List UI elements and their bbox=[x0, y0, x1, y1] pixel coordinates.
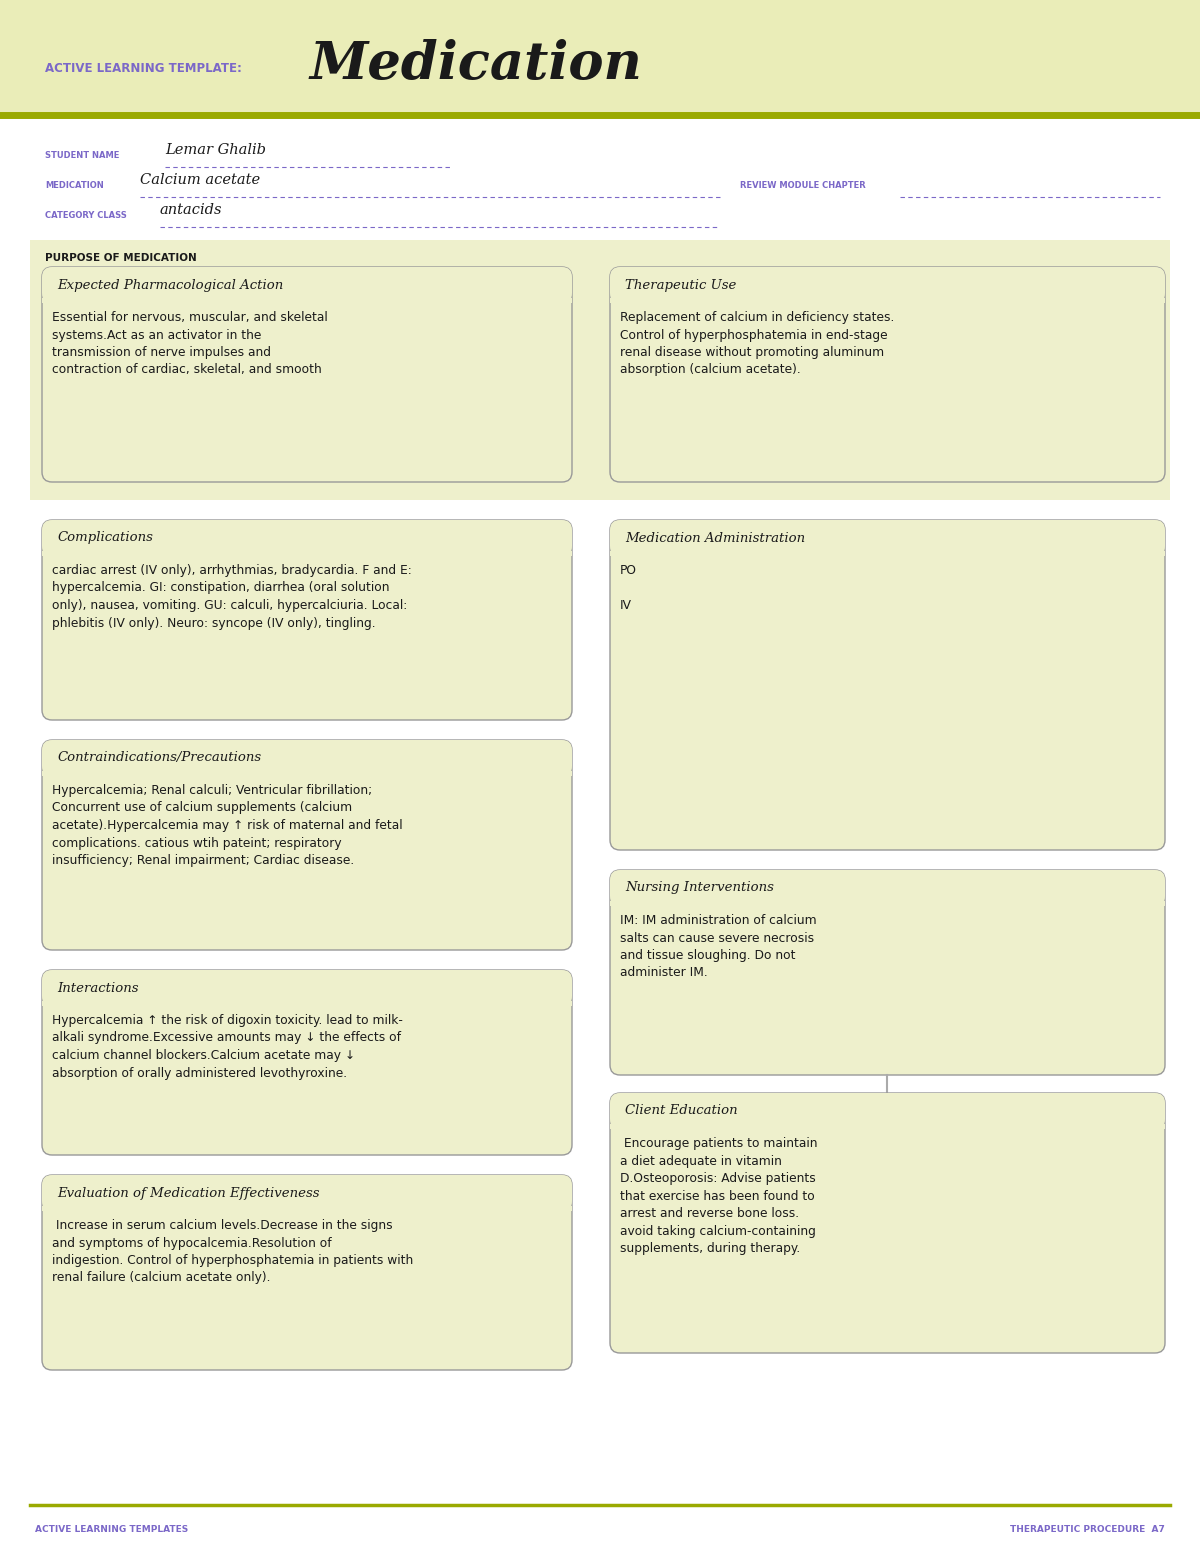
Bar bbox=[42, 770, 572, 776]
Text: REVIEW MODULE CHAPTER: REVIEW MODULE CHAPTER bbox=[740, 180, 865, 189]
Text: Evaluation of Medication Effectiveness: Evaluation of Medication Effectiveness bbox=[58, 1186, 319, 1199]
Bar bbox=[610, 1124, 1165, 1129]
Text: Encourage patients to maintain
a diet adequate in vitamin
D.Osteoporosis: Advise: Encourage patients to maintain a diet ad… bbox=[620, 1137, 817, 1255]
FancyBboxPatch shape bbox=[610, 1093, 1165, 1353]
Text: Complications: Complications bbox=[58, 531, 152, 545]
Text: Calcium acetate: Calcium acetate bbox=[140, 172, 260, 186]
FancyBboxPatch shape bbox=[42, 520, 572, 556]
Text: ACTIVE LEARNING TEMPLATE:: ACTIVE LEARNING TEMPLATE: bbox=[46, 62, 242, 75]
Text: IM: IM administration of calcium
salts can cause severe necrosis
and tissue slou: IM: IM administration of calcium salts c… bbox=[620, 915, 817, 980]
Bar bbox=[610, 551, 1165, 556]
Bar bbox=[30, 241, 1170, 500]
Bar bbox=[610, 298, 1165, 303]
FancyBboxPatch shape bbox=[42, 1176, 572, 1370]
Bar bbox=[42, 1002, 572, 1006]
FancyBboxPatch shape bbox=[610, 870, 1165, 1075]
Text: PO

IV: PO IV bbox=[620, 564, 637, 612]
Text: Medication: Medication bbox=[310, 39, 643, 90]
Text: Expected Pharmacological Action: Expected Pharmacological Action bbox=[58, 278, 283, 292]
FancyBboxPatch shape bbox=[42, 971, 572, 1155]
Text: ACTIVE LEARNING TEMPLATES: ACTIVE LEARNING TEMPLATES bbox=[35, 1525, 188, 1534]
FancyBboxPatch shape bbox=[610, 1093, 1165, 1129]
FancyBboxPatch shape bbox=[610, 520, 1165, 849]
Text: CATEGORY CLASS: CATEGORY CLASS bbox=[46, 211, 127, 219]
Text: Nursing Interventions: Nursing Interventions bbox=[625, 882, 774, 895]
Bar bbox=[610, 901, 1165, 905]
FancyBboxPatch shape bbox=[42, 1176, 572, 1211]
FancyBboxPatch shape bbox=[42, 267, 572, 303]
Text: Hypercalcemia ↑ the risk of digoxin toxicity. lead to milk-
alkali syndrome.Exce: Hypercalcemia ↑ the risk of digoxin toxi… bbox=[52, 1014, 403, 1079]
Bar bbox=[0, 0, 1200, 115]
Text: Client Education: Client Education bbox=[625, 1104, 738, 1118]
Text: Medication Administration: Medication Administration bbox=[625, 531, 805, 545]
Text: Hypercalcemia; Renal calculi; Ventricular fibrillation;
Concurrent use of calciu: Hypercalcemia; Renal calculi; Ventricula… bbox=[52, 784, 403, 867]
Bar bbox=[42, 551, 572, 556]
Text: antacids: antacids bbox=[160, 203, 222, 217]
FancyBboxPatch shape bbox=[610, 267, 1165, 481]
Text: Contraindications/Precautions: Contraindications/Precautions bbox=[58, 752, 262, 764]
FancyBboxPatch shape bbox=[42, 739, 572, 776]
Text: Increase in serum calcium levels.Decrease in the signs
and symptoms of hypocalce: Increase in serum calcium levels.Decreas… bbox=[52, 1219, 413, 1284]
FancyBboxPatch shape bbox=[610, 520, 1165, 556]
Text: cardiac arrest (IV only), arrhythmias, bradycardia. F and E:
hypercalcemia. GI: : cardiac arrest (IV only), arrhythmias, b… bbox=[52, 564, 412, 629]
Text: Interactions: Interactions bbox=[58, 981, 138, 994]
Text: Essential for nervous, muscular, and skeletal
systems.Act as an activator in the: Essential for nervous, muscular, and ske… bbox=[52, 311, 328, 376]
Bar bbox=[42, 298, 572, 303]
FancyBboxPatch shape bbox=[42, 971, 572, 1006]
Text: PURPOSE OF MEDICATION: PURPOSE OF MEDICATION bbox=[46, 253, 197, 262]
FancyBboxPatch shape bbox=[610, 267, 1165, 303]
FancyBboxPatch shape bbox=[610, 870, 1165, 905]
Text: MEDICATION: MEDICATION bbox=[46, 180, 103, 189]
Text: Replacement of calcium in deficiency states.
Control of hyperphosphatemia in end: Replacement of calcium in deficiency sta… bbox=[620, 311, 894, 376]
Text: THERAPEUTIC PROCEDURE  A7: THERAPEUTIC PROCEDURE A7 bbox=[1010, 1525, 1165, 1534]
FancyBboxPatch shape bbox=[42, 520, 572, 721]
Text: STUDENT NAME: STUDENT NAME bbox=[46, 151, 119, 160]
Text: Lemar Ghalib: Lemar Ghalib bbox=[166, 143, 266, 157]
Bar bbox=[42, 1207, 572, 1211]
FancyBboxPatch shape bbox=[42, 267, 572, 481]
Text: Therapeutic Use: Therapeutic Use bbox=[625, 278, 737, 292]
FancyBboxPatch shape bbox=[42, 739, 572, 950]
